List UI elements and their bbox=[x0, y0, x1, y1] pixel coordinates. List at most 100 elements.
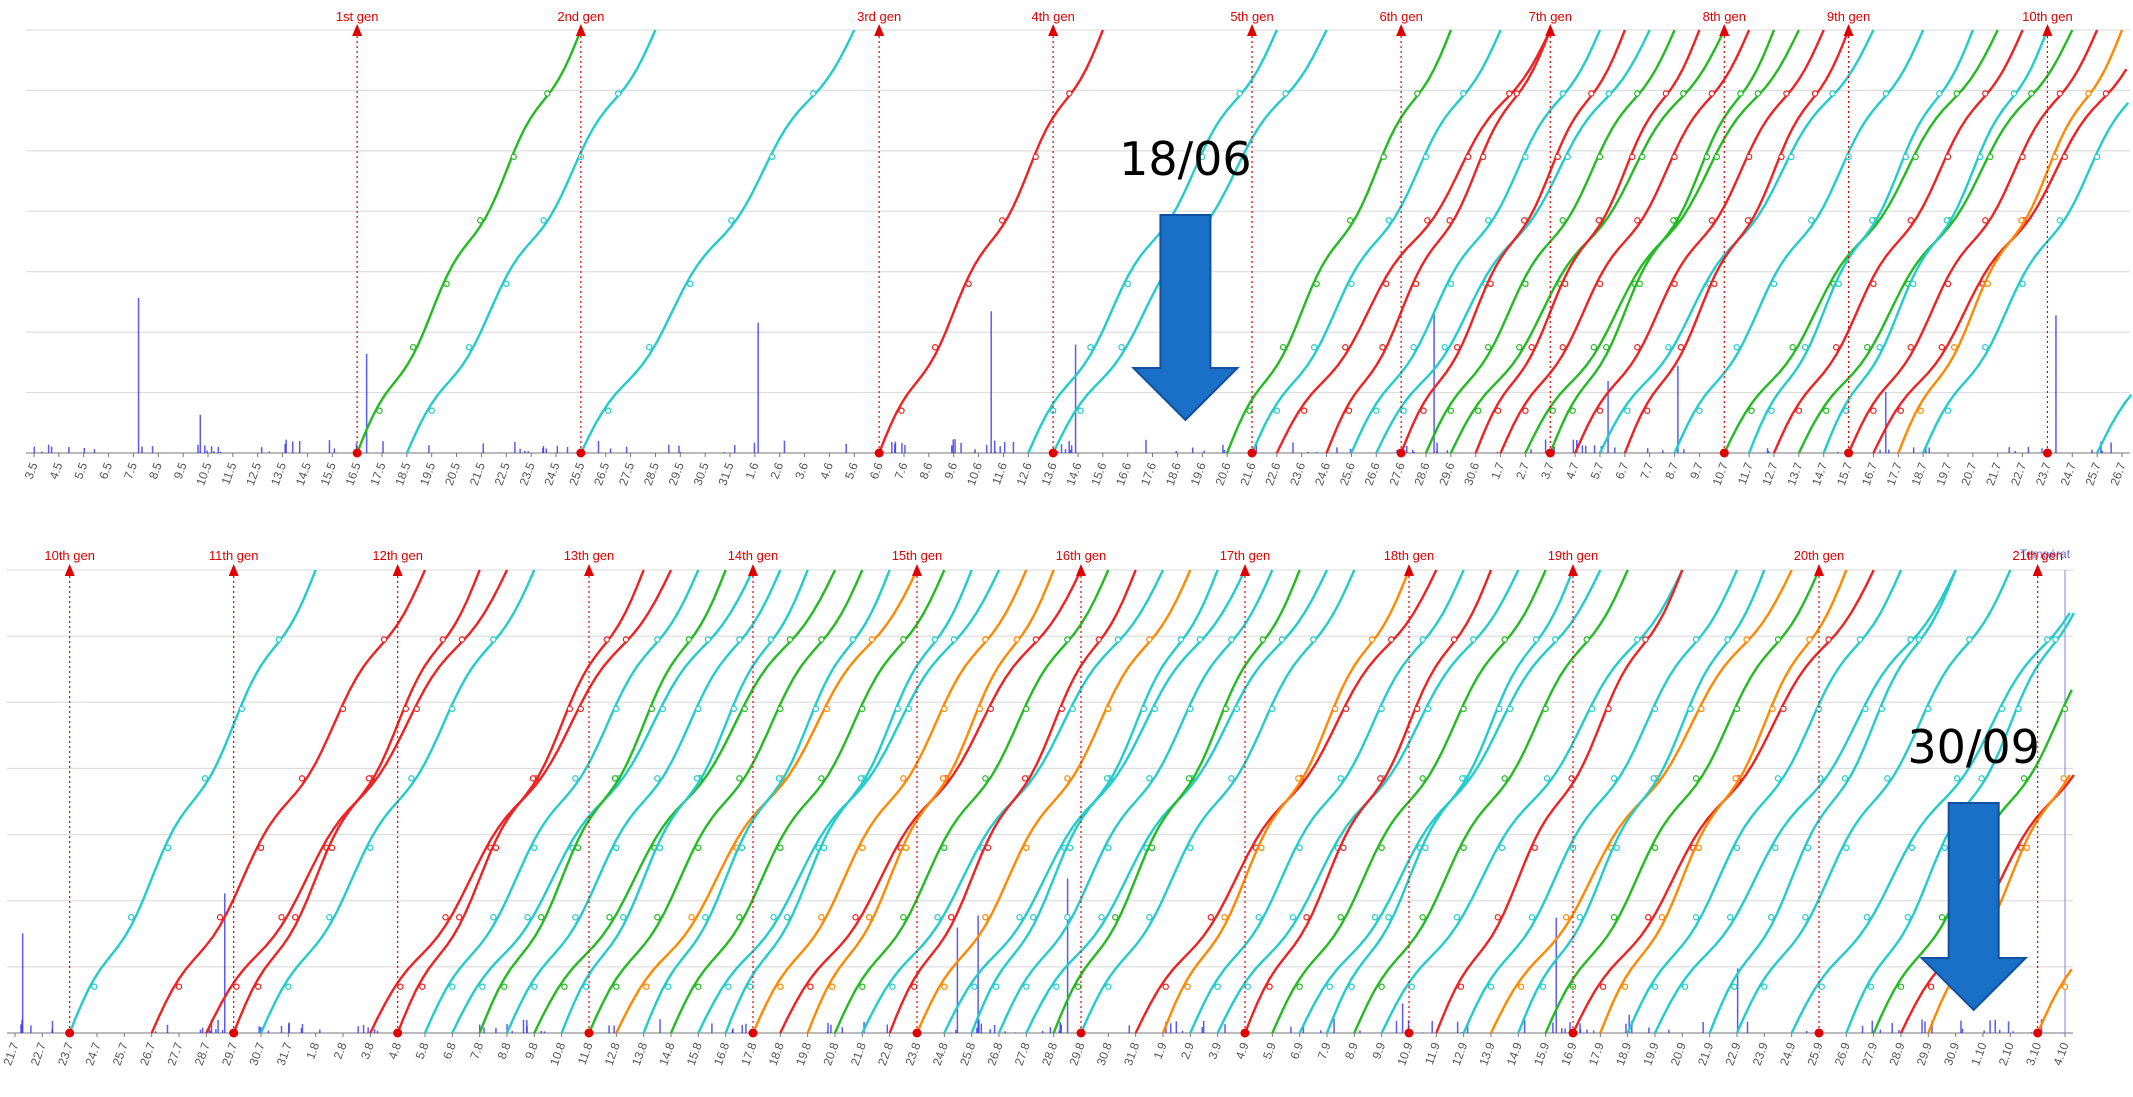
curve-marker bbox=[1696, 407, 1703, 414]
x-tick-label: 2.6 bbox=[767, 460, 786, 481]
curve-marker bbox=[1111, 914, 1119, 921]
curve-marker bbox=[1199, 153, 1206, 161]
curve-marker bbox=[2061, 705, 2069, 713]
curve-marker bbox=[931, 636, 938, 643]
curve-marker bbox=[1944, 280, 1952, 287]
curve-marker bbox=[1185, 775, 1193, 782]
x-tick-label: 4.5 bbox=[47, 460, 66, 481]
generation-label: 21th gen bbox=[2012, 548, 2063, 563]
x-tick-label: 25.8 bbox=[957, 1040, 978, 1067]
curve-marker bbox=[1023, 705, 1030, 713]
curve-marker bbox=[1878, 705, 1886, 713]
generation-label: 9th gen bbox=[1827, 9, 1870, 24]
x-tick-label: 8.8 bbox=[495, 1040, 514, 1061]
x-tick-label: 18.5 bbox=[392, 460, 413, 487]
curve-marker bbox=[1987, 153, 1994, 161]
curve-marker bbox=[1296, 983, 1303, 990]
generation-label: 4th gen bbox=[1031, 9, 1074, 24]
curve-marker bbox=[1023, 983, 1030, 990]
curve-marker bbox=[1789, 344, 1796, 351]
generation-dot bbox=[393, 1028, 403, 1038]
curve-marker bbox=[2061, 153, 2069, 161]
x-tick-label: 1.9 bbox=[1151, 1040, 1170, 1061]
curve-marker bbox=[941, 844, 948, 852]
curve-cyan bbox=[2096, 393, 2133, 454]
x-tick-label: 9.5 bbox=[171, 460, 190, 481]
x-tick-label: 5.9 bbox=[1260, 1040, 1279, 1061]
curve-marker bbox=[1767, 914, 1775, 921]
curve-marker bbox=[1588, 705, 1596, 713]
x-tick-label: 27.9 bbox=[1859, 1040, 1880, 1067]
x-tick-label: 6.5 bbox=[96, 460, 115, 481]
curve-marker bbox=[1621, 983, 1629, 990]
curve-marker bbox=[1692, 914, 1700, 921]
curve-marker bbox=[1605, 705, 1612, 713]
curve-marker bbox=[1278, 636, 1286, 643]
x-tick-label: 18.7 bbox=[1909, 460, 1930, 487]
x-tick-label: 29.7 bbox=[219, 1040, 240, 1067]
curve-marker bbox=[1829, 90, 1836, 97]
generation-arrow bbox=[1843, 24, 1854, 36]
x-tick-label: 28.5 bbox=[641, 460, 662, 487]
curve-marker bbox=[1966, 636, 1973, 643]
curve-marker bbox=[950, 636, 958, 643]
curve-marker bbox=[540, 217, 547, 224]
curve-marker bbox=[1528, 344, 1535, 351]
curve-marker bbox=[1124, 280, 1131, 287]
x-tick-label: 10.8 bbox=[547, 1040, 568, 1067]
generation-label: 7th gen bbox=[1529, 9, 1572, 24]
curve-marker bbox=[1378, 844, 1385, 852]
generation-dot bbox=[1844, 448, 1854, 458]
generation-arrow bbox=[64, 564, 75, 576]
curve-marker bbox=[859, 983, 866, 990]
curve-marker bbox=[741, 705, 749, 713]
x-tick-label: 19.6 bbox=[1188, 460, 1209, 487]
x-tick-label: 12.7 bbox=[1759, 460, 1780, 487]
curve-marker bbox=[894, 705, 902, 713]
curve-marker bbox=[1708, 217, 1716, 224]
generation-arrow bbox=[2032, 564, 2043, 576]
curve-cyan bbox=[1189, 569, 1465, 1034]
curve-marker bbox=[1780, 705, 1787, 713]
curve-marker bbox=[2051, 153, 2059, 161]
curve-marker bbox=[736, 914, 743, 921]
curve-marker bbox=[1228, 636, 1235, 643]
curve-marker bbox=[1743, 636, 1750, 643]
curve-marker bbox=[603, 636, 610, 643]
curve-marker bbox=[380, 636, 388, 643]
generation-arrow bbox=[912, 564, 922, 576]
curve-marker bbox=[1385, 217, 1392, 224]
x-tick-label: 12.5 bbox=[243, 460, 264, 487]
x-tick-label: 22.8 bbox=[875, 1040, 896, 1067]
curve-marker bbox=[1064, 914, 1071, 921]
x-tick-label: 28.9 bbox=[1886, 1040, 1907, 1067]
curve-marker bbox=[1501, 775, 1508, 782]
curve-marker bbox=[91, 983, 98, 990]
curve-marker bbox=[1348, 280, 1355, 287]
curve-marker bbox=[1032, 153, 1039, 161]
curve-marker bbox=[238, 705, 246, 713]
x-tick-label: 16.8 bbox=[711, 1040, 732, 1067]
generation-label: 3rd gen bbox=[857, 9, 901, 24]
x-tick-label: 4.6 bbox=[817, 460, 836, 481]
x-tick-label: 22.7 bbox=[28, 1040, 49, 1067]
curve-marker bbox=[941, 705, 948, 713]
curve-marker bbox=[777, 844, 784, 852]
curve-marker bbox=[1501, 636, 1508, 643]
curve-marker bbox=[566, 705, 574, 713]
curve-marker bbox=[1938, 914, 1946, 921]
x-tick-label: 9.9 bbox=[1369, 1040, 1388, 1061]
curve-marker bbox=[1064, 636, 1071, 643]
curve-marker bbox=[1177, 636, 1184, 643]
curve-marker bbox=[1644, 914, 1652, 921]
generation-dot bbox=[912, 1028, 922, 1038]
curve-marker bbox=[1337, 914, 1344, 921]
curve-marker bbox=[1552, 636, 1559, 643]
curve-marker bbox=[1105, 983, 1112, 990]
curve-marker bbox=[1474, 407, 1482, 414]
curve-marker bbox=[367, 844, 374, 852]
curve-marker bbox=[1698, 705, 1705, 713]
curve-marker bbox=[1460, 90, 1467, 97]
curve-marker bbox=[257, 844, 265, 852]
curve-marker bbox=[1596, 153, 1604, 161]
